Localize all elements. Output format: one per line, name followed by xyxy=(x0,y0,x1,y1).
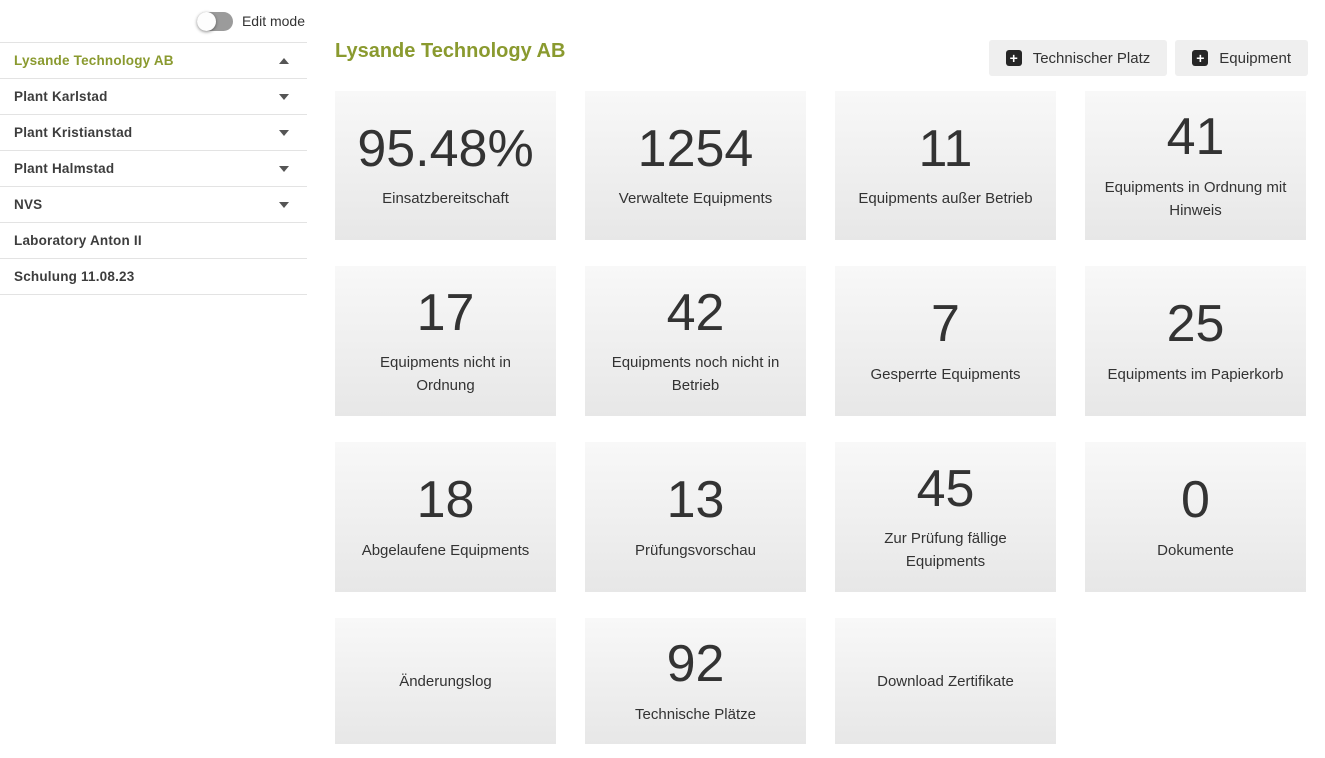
main-header: Lysande Technology AB + Technischer Plat… xyxy=(335,40,1308,76)
metric-card-equipments-in-ordnung-mit-hinweis[interactable]: 41 Equipments in Ordnung mit Hinweis xyxy=(1085,91,1306,240)
metric-value: 18 xyxy=(416,471,475,530)
sidebar-item-schulung-11-08-23[interactable]: Schulung 11.08.23 xyxy=(0,259,307,295)
sidebar-item-laboratory-anton-ii[interactable]: Laboratory Anton II xyxy=(0,223,307,259)
expand-arrow-icon[interactable] xyxy=(279,129,289,136)
cards-grid: 95.48% Einsatzbereitschaft 1254 Verwaltete … xyxy=(335,91,1306,744)
metric-card-equipments-nicht-in-ordnung[interactable]: 17 Equipments nicht in Ordnung xyxy=(335,266,556,416)
metric-card-dokumente[interactable]: 0 Dokumente xyxy=(1085,442,1306,592)
sidebar-item-nvs[interactable]: NVS xyxy=(0,187,307,223)
metric-value: 13 xyxy=(666,471,725,530)
metric-card-änderungslog[interactable]: Änderungslog xyxy=(335,618,556,744)
edit-mode-row: Edit mode xyxy=(0,0,307,42)
button-label: Technischer Platz xyxy=(1032,49,1151,67)
metric-label: Verwaltete Equipments xyxy=(618,190,773,208)
sidebar-item-label: Plant Halmstad xyxy=(14,161,115,176)
metric-label: Zur Prüfung fällige Equipments xyxy=(884,530,1007,571)
sidebar-item-lysande-technology-ab[interactable]: Lysande Technology AB xyxy=(0,43,307,79)
metric-label: Equipments im Papierkorb xyxy=(1107,365,1284,383)
button-label: Equipment xyxy=(1219,49,1291,67)
location-tree: Lysande Technology AB Plant Karlstad Plant… xyxy=(0,42,307,295)
metric-value: 17 xyxy=(416,283,475,342)
metric-label: Equipments außer Betrieb xyxy=(858,190,1033,208)
metric-card-equipments-im-papierkorb[interactable]: 25 Equipments im Papierkorb xyxy=(1085,266,1306,416)
metric-value: 41 xyxy=(1166,108,1225,167)
metric-card-download-zertifikate[interactable]: Download Zertifikate xyxy=(835,618,1056,744)
metric-card-abgelaufene-equipments[interactable]: 18 Abgelaufene Equipments xyxy=(335,442,556,592)
sidebar-item-label: NVS xyxy=(14,197,43,212)
metric-label: Equipments nicht in Ordnung xyxy=(380,354,511,395)
plus-square-icon: + xyxy=(1005,50,1022,66)
expand-arrow-icon[interactable] xyxy=(279,201,289,208)
metric-card-equipments-außer-betrieb[interactable]: 11 Equipments außer Betrieb xyxy=(835,91,1056,240)
metric-label: Änderungslog xyxy=(399,672,492,690)
metric-card-technische-plätze[interactable]: 92 Technische Plätze xyxy=(585,618,806,744)
sidebar-item-plant-halmstad[interactable]: Plant Halmstad xyxy=(0,151,307,187)
metric-label: Gesperrte Equipments xyxy=(870,365,1021,383)
metric-card-gesperrte-equipments[interactable]: 7 Gesperrte Equipments xyxy=(835,266,1056,416)
page-title: Lysande Technology AB xyxy=(335,40,566,62)
metric-label: Equipments noch nicht in Betrieb xyxy=(611,354,780,395)
sidebar-item-label: Schulung 11.08.23 xyxy=(14,269,135,284)
metric-value: 92 xyxy=(666,635,725,694)
metric-value: 95.48% xyxy=(357,119,534,178)
sidebar-item-label: Plant Kristianstad xyxy=(14,125,133,140)
add-technischer-platz-button[interactable]: + Technischer Platz xyxy=(988,40,1168,76)
plus-square-icon: + xyxy=(1192,50,1209,66)
metric-label: Download Zertifikate xyxy=(877,672,1014,690)
sidebar-item-plant-kristianstad[interactable]: Plant Kristianstad xyxy=(0,115,307,151)
sidebar-item-plant-karlstad[interactable]: Plant Karlstad xyxy=(0,79,307,115)
metric-value: 7 xyxy=(931,295,960,354)
metric-card-verwaltete-equipments[interactable]: 1254 Verwaltete Equipments xyxy=(585,91,806,240)
sidebar: Edit mode Lysande Technology AB Plant Kar… xyxy=(0,0,307,295)
metric-value: 45 xyxy=(916,459,975,518)
metric-value: 42 xyxy=(666,283,725,342)
sidebar-item-label: Plant Karlstad xyxy=(14,89,108,104)
metric-value: 11 xyxy=(918,119,973,178)
sidebar-item-label: Lysande Technology AB xyxy=(14,53,174,68)
sidebar-item-label: Laboratory Anton II xyxy=(14,233,142,248)
edit-mode-toggle[interactable] xyxy=(196,11,233,31)
expand-arrow-icon[interactable] xyxy=(279,165,289,172)
metric-card-equipments-noch-nicht-in-betrieb[interactable]: 42 Equipments noch nicht in Betrieb xyxy=(585,266,806,416)
metric-card-prüfungsvorschau[interactable]: 13 Prüfungsvorschau xyxy=(585,442,806,592)
metric-label: Equipments in Ordnung mit Hinweis xyxy=(1104,178,1287,219)
metric-label: Einsatzbereitschaft xyxy=(382,190,509,208)
metric-value: 25 xyxy=(1166,295,1225,354)
metric-label: Dokumente xyxy=(1157,541,1234,559)
collapse-arrow-icon[interactable] xyxy=(279,57,289,64)
metric-label: Prüfungsvorschau xyxy=(635,541,756,559)
edit-mode-label: Edit mode xyxy=(241,13,305,29)
expand-arrow-icon[interactable] xyxy=(279,93,289,100)
metric-card-zur-prüfung-fällige-equipments[interactable]: 45 Zur Prüfung fällige Equipments xyxy=(835,442,1056,592)
metric-label: Abgelaufene Equipments xyxy=(361,541,530,559)
metric-card-einsatzbereitschaft[interactable]: 95.48% Einsatzbereitschaft xyxy=(335,91,556,240)
metric-value: 0 xyxy=(1181,471,1210,530)
add-equipment-button[interactable]: + Equipment xyxy=(1175,40,1308,76)
header-buttons: + Technischer Platz + Equipment xyxy=(988,40,1308,76)
metric-label: Technische Plätze xyxy=(635,705,756,723)
metric-value: 1254 xyxy=(637,119,754,178)
toggle-knob-icon xyxy=(196,11,216,31)
